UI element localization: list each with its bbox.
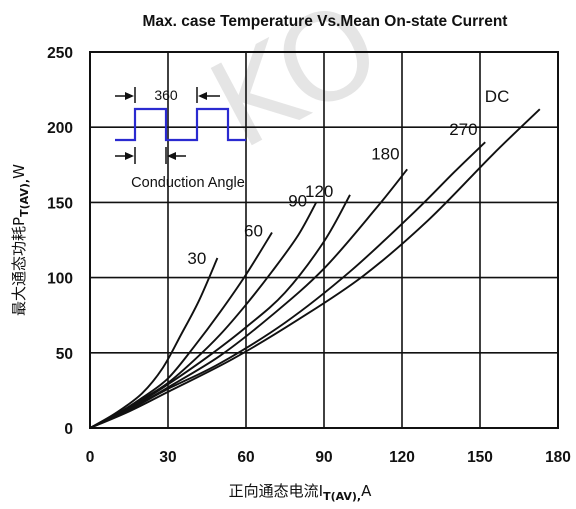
series-line-60 <box>89 231 273 429</box>
grid <box>89 51 559 429</box>
x-tick-label: 150 <box>467 449 493 466</box>
series-label-60: 60 <box>244 221 263 240</box>
y-axis-label-subscript: T(AV), <box>18 179 31 217</box>
x-axis-label: 正向通态电流IT(AV),A <box>229 482 372 503</box>
series-line-270 <box>89 141 486 429</box>
series-label-90: 90 <box>288 191 307 210</box>
series-curves <box>89 108 541 429</box>
inset-caption: Conduction Angle <box>131 175 245 191</box>
series-line-180 <box>89 168 408 429</box>
series-label-180: 180 <box>371 144 399 163</box>
series-label-dc: DC <box>485 87 510 106</box>
y-tick-label: 50 <box>56 346 73 363</box>
series-label-120: 120 <box>305 182 333 201</box>
x-axis-label-subscript: T(AV), <box>323 490 361 503</box>
period-label: 360 <box>154 87 178 103</box>
pulse-waveform <box>115 107 246 142</box>
series-line-dc <box>89 108 541 429</box>
y-tick-label: 200 <box>47 120 73 137</box>
conduction-angle-inset: 360 Conduction Angle <box>115 87 246 191</box>
y-axis-label: 最大通态功耗PT(AV),W <box>10 164 31 316</box>
x-tick-label: 30 <box>159 449 176 466</box>
conduction-arrowhead-right <box>167 152 176 160</box>
series-label-270: 270 <box>449 120 477 139</box>
conduction-arrowhead-left <box>125 152 134 160</box>
chart-title: Max. case Temperature Vs.Mean On-state C… <box>143 13 508 30</box>
series-line-30 <box>89 257 219 429</box>
y-tick-label: 150 <box>47 195 73 212</box>
y-tick-label: 0 <box>64 421 73 438</box>
x-tick-label: 0 <box>86 449 95 466</box>
period-arrowhead-left <box>125 92 134 100</box>
y-tick-label: 100 <box>47 271 73 288</box>
period-arrowhead-right <box>198 92 207 100</box>
x-tick-label: 180 <box>545 449 571 466</box>
x-tick-label: 120 <box>389 449 415 466</box>
x-tick-label: 60 <box>237 449 254 466</box>
series-line-90 <box>89 201 318 429</box>
x-tick-label: 90 <box>315 449 332 466</box>
y-tick-label: 250 <box>47 45 73 62</box>
series-label-30: 30 <box>187 249 206 268</box>
